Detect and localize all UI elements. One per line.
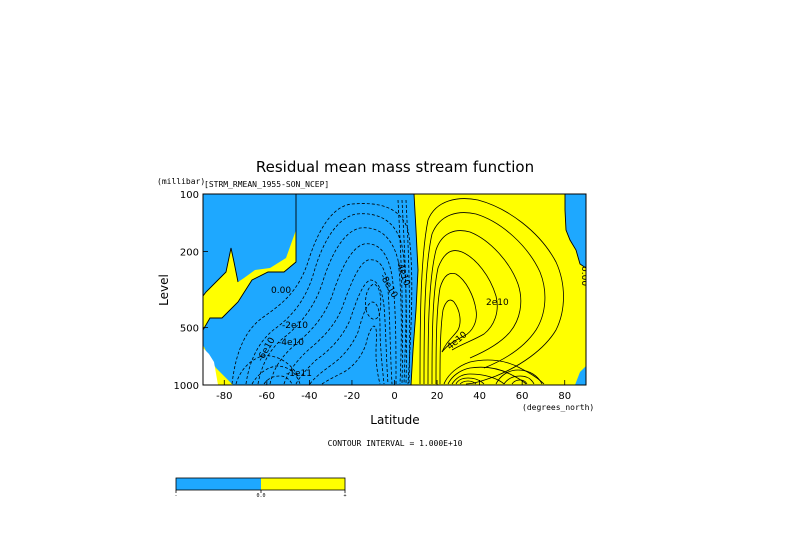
contour-label: -2e10	[282, 321, 308, 331]
x-axis: -80 -60 -40 -20 0 20 40 60 80	[216, 380, 571, 402]
chart-title: Residual mean mass stream function	[256, 158, 534, 176]
y-tick-label: 500	[180, 324, 199, 335]
y-tick-label: 1000	[174, 381, 199, 392]
contour-label: -4e10	[278, 338, 304, 348]
x-tick-label: -40	[301, 391, 317, 402]
contour-label: -1e11	[286, 369, 312, 379]
x-tick-label: -80	[216, 391, 232, 402]
x-tick-label: 0	[391, 391, 397, 402]
chart-subtitle: [STRM_RMEAN_1955-SON_NCEP]	[204, 180, 329, 189]
contour-label: 0.00	[579, 266, 589, 286]
zero-contours	[203, 194, 586, 385]
contour-label: 0.00	[271, 286, 291, 296]
contour-label: 2e10	[486, 298, 509, 308]
colorbar-negative	[176, 478, 261, 490]
x-tick-label: 40	[473, 391, 486, 402]
plot-area: 0.00 -2e10 -4e10 -6e10 -1e11 -8e10 -4e10…	[203, 194, 589, 385]
x-unit-label: (degrees_north)	[522, 403, 594, 412]
y-tick-label: 100	[180, 190, 199, 201]
negative-region-north-surface	[575, 366, 586, 385]
colorbar-positive	[261, 478, 345, 490]
colorbar-label: 0.0	[256, 493, 265, 499]
x-axis-label: Latitude	[370, 413, 419, 427]
colorbar: - 0.0 +	[174, 477, 347, 499]
y-axis: 100 200 500 1000	[174, 190, 208, 392]
negative-region-north-pole	[565, 194, 586, 268]
colorbar-label: +	[343, 493, 346, 499]
y-axis-label: Level	[157, 274, 171, 306]
negative-region	[203, 194, 418, 385]
x-tick-label: 20	[431, 391, 444, 402]
x-tick-label: 60	[516, 391, 529, 402]
y-unit-label: (millibar)	[157, 177, 205, 186]
y-tick-label: 200	[180, 247, 199, 258]
positive-contours	[419, 198, 564, 385]
colorbar-label: -	[174, 493, 177, 499]
contour-interval: CONTOUR INTERVAL = 1.000E+10	[328, 439, 463, 448]
x-tick-label: 80	[558, 391, 571, 402]
x-tick-label: -20	[344, 391, 360, 402]
negative-contours	[231, 199, 413, 385]
masked-region	[203, 348, 218, 385]
x-tick-label: -60	[259, 391, 275, 402]
